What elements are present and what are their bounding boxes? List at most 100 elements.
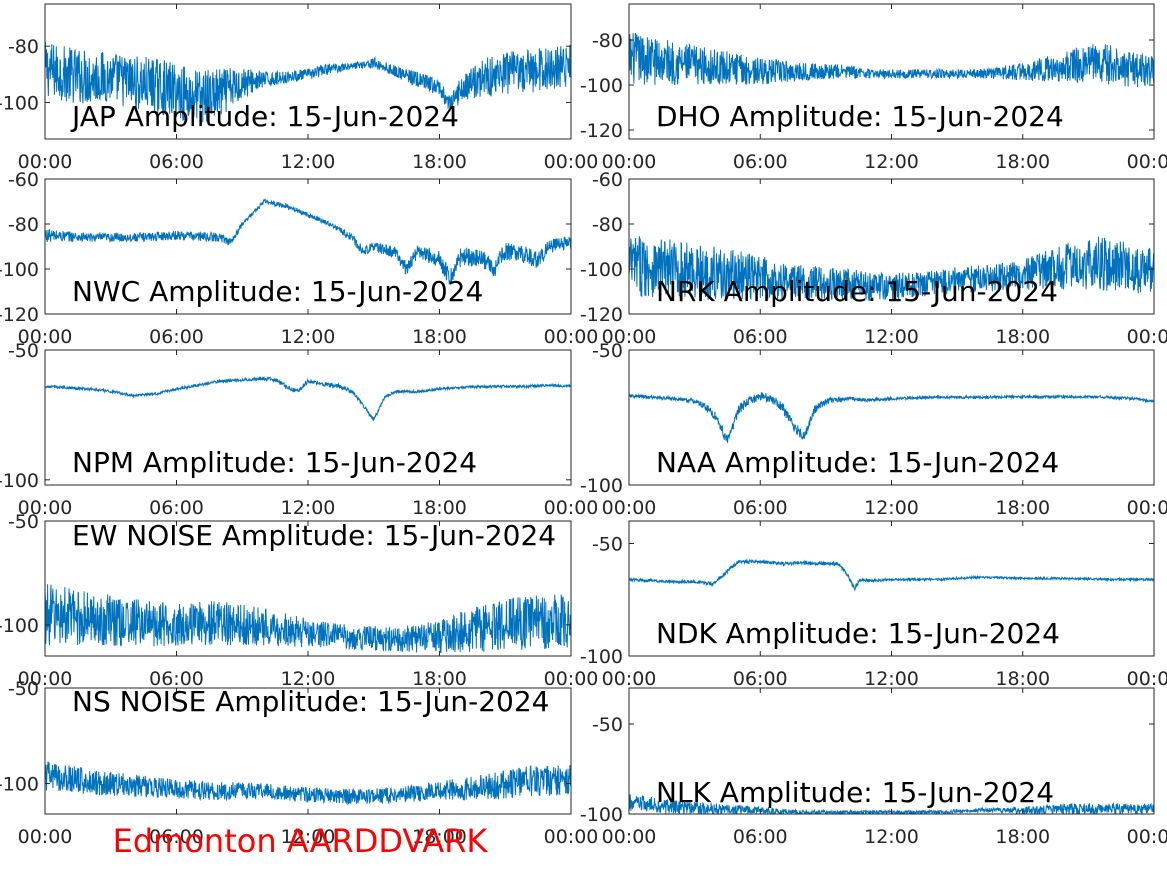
panel-title: NAA Amplitude: 15-Jun-2024	[656, 446, 1059, 479]
x-tick-label: 18:00	[995, 668, 1050, 690]
y-tick-label: -50	[592, 340, 623, 362]
x-tick-label: 12:00	[864, 497, 919, 519]
x-tick-label: 12:00	[281, 326, 336, 348]
y-tick-label: -80	[8, 214, 39, 236]
x-tick-label: 06:00	[733, 151, 788, 173]
footer-station-label: Edmonton AARDDVARK	[113, 822, 489, 860]
chart-panel: 00:00 06:00 12:00 18:00 00:00 -50 -100 EW NOISE…	[0, 511, 598, 690]
panel-title: EW NOISE Amplitude: 15-Jun-2024	[72, 519, 556, 552]
x-tick-label: 18:00	[995, 151, 1050, 173]
x-tick-label: 00:00	[602, 826, 657, 848]
y-tick-label: -100	[0, 470, 39, 492]
data-line	[45, 584, 571, 654]
y-tick-label: -80	[8, 36, 39, 58]
x-tick-label: 18:00	[412, 151, 467, 173]
data-line	[45, 41, 571, 123]
x-tick-label: 00:00	[602, 497, 657, 519]
chart-panel: 00:00 06:00 12:00 18:00 00:00 -60 -80 -100 -120 N…	[0, 169, 598, 348]
x-tick-label: 12:00	[281, 151, 336, 173]
x-tick-label: 00:00	[544, 326, 599, 348]
x-tick-label: 06:00	[149, 151, 204, 173]
x-tick-label: 00:00	[544, 151, 599, 173]
y-tick-label: -120	[0, 304, 39, 326]
chart-panel: 00:00 06:00 12:00 18:00 00:00 -50 -100 NS NOISE…	[0, 678, 598, 848]
x-tick-label: 00:00	[18, 826, 73, 848]
chart-panel: 00:00 06:00 12:00 18:00 00:00 -80 -100 -120 DHO …	[580, 3, 1167, 173]
y-tick-label: -100	[580, 804, 623, 826]
y-tick-label: -100	[580, 75, 623, 97]
data-line	[629, 392, 1154, 443]
chart-panel: 00:00 06:00 12:00 18:00 00:00 -50 -100 NPM Ampl…	[0, 340, 598, 519]
y-tick-label: -100	[580, 259, 623, 281]
y-tick-label: -100	[0, 92, 39, 114]
y-tick-label: -50	[8, 511, 39, 533]
y-tick-label: -80	[592, 30, 623, 52]
panel-title: NS NOISE Amplitude: 15-Jun-2024	[72, 685, 549, 718]
x-tick-label: 12:00	[281, 826, 336, 848]
x-tick-label: 12:00	[864, 326, 919, 348]
x-tick-label: 12:00	[864, 826, 919, 848]
x-tick-label: 12:00	[864, 668, 919, 690]
y-tick-label: -50	[592, 534, 623, 556]
x-tick-label: 00:00	[602, 668, 657, 690]
x-tick-label: 06:00	[149, 326, 204, 348]
panel-title: NDK Amplitude: 15-Jun-2024	[656, 617, 1060, 650]
x-tick-label: 00:00	[602, 326, 657, 348]
data-line	[45, 198, 571, 285]
data-line	[629, 32, 1154, 88]
x-tick-label: 06:00	[733, 826, 788, 848]
x-tick-label: 00:00	[602, 151, 657, 173]
x-tick-label: 06:00	[149, 668, 204, 690]
x-tick-label: 06:00	[149, 497, 204, 519]
x-tick-label: 00:00	[1127, 151, 1167, 173]
y-tick-label: -100	[580, 475, 623, 497]
x-tick-label: 00:00	[18, 326, 73, 348]
x-tick-label: 18:00	[412, 826, 467, 848]
x-tick-label: 18:00	[995, 826, 1050, 848]
y-tick-label: -120	[580, 304, 623, 326]
y-tick-label: -50	[8, 678, 39, 700]
y-tick-label: -50	[8, 340, 39, 362]
data-line	[629, 236, 1154, 302]
x-tick-label: 00:00	[1127, 668, 1167, 690]
x-tick-label: 06:00	[149, 826, 204, 848]
y-tick-label: -80	[592, 214, 623, 236]
x-tick-label: 00:00	[544, 826, 599, 848]
x-tick-label: 18:00	[412, 497, 467, 519]
y-tick-label: -50	[592, 714, 623, 736]
x-tick-label: 18:00	[995, 326, 1050, 348]
y-tick-label: -60	[592, 169, 623, 191]
data-line	[45, 761, 571, 806]
x-tick-label: 06:00	[733, 497, 788, 519]
chart-panel: 00:00 06:00 12:00 18:00 00:00 -50 -100 NAA Ampl…	[580, 340, 1167, 519]
x-tick-label: 00:00	[1127, 497, 1167, 519]
panel-title: NPM Amplitude: 15-Jun-2024	[72, 446, 477, 479]
x-tick-label: 12:00	[281, 668, 336, 690]
panel-title: NRK Amplitude: 15-Jun-2024	[656, 275, 1058, 308]
chart-panel: 00:00 06:00 12:00 18:00 00:00 -60 -80 -100 -120 N…	[580, 169, 1167, 348]
panel-title: NWC Amplitude: 15-Jun-2024	[72, 275, 483, 308]
y-tick-label: -60	[8, 169, 39, 191]
panel-title: DHO Amplitude: 15-Jun-2024	[656, 100, 1064, 133]
data-line	[45, 375, 571, 422]
x-tick-label: 00:00	[1127, 826, 1167, 848]
x-tick-label: 18:00	[995, 497, 1050, 519]
x-tick-label: 06:00	[733, 668, 788, 690]
y-tick-label: -100	[0, 259, 39, 281]
x-tick-label: 00:00	[1127, 326, 1167, 348]
x-tick-label: 12:00	[864, 151, 919, 173]
y-tick-label: -100	[0, 615, 39, 637]
x-tick-label: 00:00	[18, 151, 73, 173]
x-tick-label: 18:00	[412, 668, 467, 690]
x-tick-label: 00:00	[544, 668, 599, 690]
x-tick-label: 12:00	[281, 497, 336, 519]
panel-title: JAP Amplitude: 15-Jun-2024	[70, 100, 459, 133]
data-line	[629, 558, 1154, 592]
x-tick-label: 06:00	[733, 326, 788, 348]
y-tick-label: -100	[0, 773, 39, 795]
y-tick-label: -120	[580, 120, 623, 142]
chart-panel: 00:00 06:00 12:00 18:00 00:00 -50 -100 NDK Ampl…	[580, 520, 1167, 690]
x-tick-label: 18:00	[412, 326, 467, 348]
chart-panel: 00:00 06:00 12:00 18:00 00:00 -80 -100 JAP Ampl…	[0, 3, 599, 173]
